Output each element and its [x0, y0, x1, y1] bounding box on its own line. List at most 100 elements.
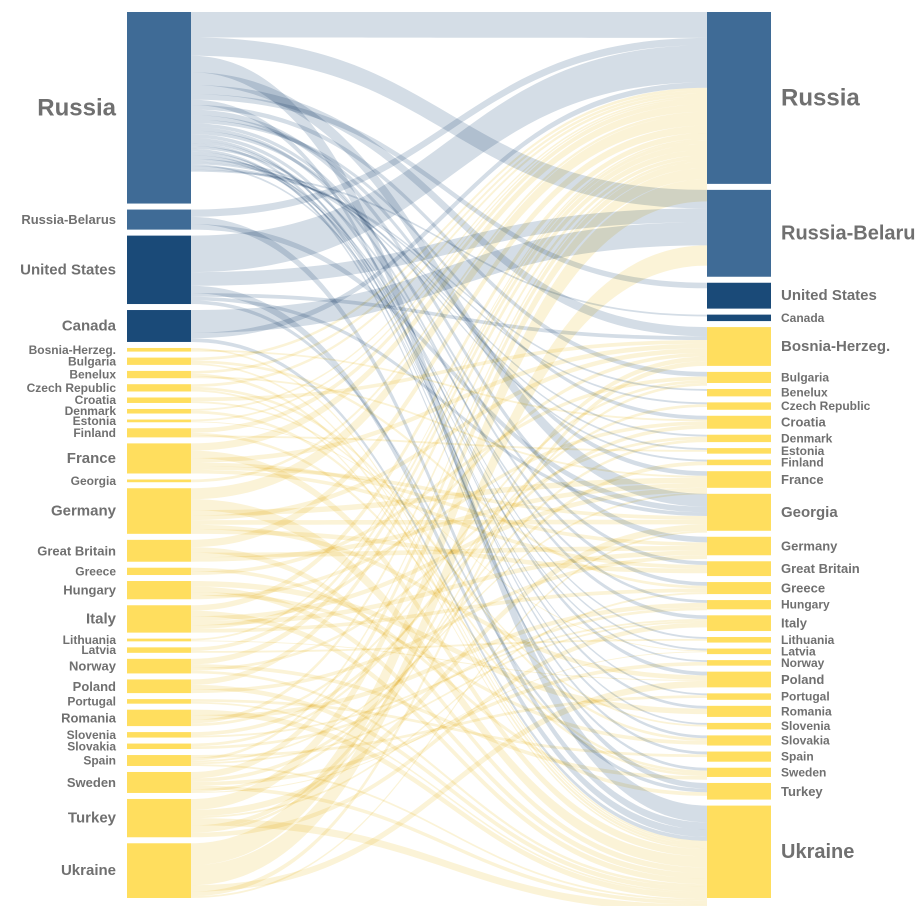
target-label-slovenia: Slovenia: [781, 719, 831, 733]
flow-poland-to-russia: [191, 149, 707, 685]
flow-finland-to-russia: [191, 99, 707, 433]
target-node-united-states[interactable]: [707, 282, 771, 309]
source-node-russia-belarus[interactable]: [127, 209, 191, 230]
source-node-lithuania[interactable]: [127, 638, 191, 642]
target-label-poland: Poland: [781, 672, 824, 687]
source-node-greece[interactable]: [127, 567, 191, 576]
target-label-germany: Germany: [781, 539, 838, 554]
target-node-great-britain[interactable]: [707, 561, 771, 577]
target-node-finland[interactable]: [707, 459, 771, 466]
target-node-georgia[interactable]: [707, 493, 771, 531]
target-node-lithuania[interactable]: [707, 637, 771, 643]
target-node-bulgaria[interactable]: [707, 371, 771, 383]
flow-russia-to-portugal: [191, 151, 707, 696]
target-node-germany[interactable]: [707, 536, 771, 556]
target-node-czech-republic[interactable]: [707, 402, 771, 410]
source-node-bosnia-herzeg[interactable]: [127, 347, 191, 352]
target-node-canada[interactable]: [707, 314, 771, 322]
source-node-spain[interactable]: [127, 755, 191, 766]
target-node-greece[interactable]: [707, 582, 771, 595]
source-node-italy[interactable]: [127, 605, 191, 633]
flow-benelux-to-russia: [191, 90, 707, 374]
target-node-russia-belarus[interactable]: [707, 189, 771, 277]
source-node-latvia[interactable]: [127, 647, 191, 653]
flow-romania-to-hungary: [191, 602, 707, 720]
source-label-slovakia: Slovakia: [67, 739, 116, 753]
target-node-slovakia[interactable]: [707, 735, 771, 746]
target-label-sweden: Sweden: [781, 765, 826, 779]
flow-bulgaria-to-russia: [191, 87, 707, 361]
source-node-poland[interactable]: [127, 679, 191, 694]
target-node-turkey[interactable]: [707, 782, 771, 800]
source-node-portugal[interactable]: [127, 699, 191, 704]
target-label-benelux: Benelux: [781, 386, 828, 400]
flow-spain-to-portugal: [191, 695, 707, 758]
target-node-spain[interactable]: [707, 751, 771, 762]
target-node-denmark[interactable]: [707, 434, 771, 443]
source-node-slovenia[interactable]: [127, 732, 191, 738]
source-node-croatia[interactable]: [127, 397, 191, 403]
source-node-estonia[interactable]: [127, 419, 191, 423]
flow-russia-belarus-to-georgia: [191, 224, 707, 513]
target-label-czech-republic: Czech Republic: [781, 399, 871, 413]
source-label-greece: Greece: [75, 564, 116, 578]
source-node-denmark[interactable]: [127, 408, 191, 414]
source-node-united-states[interactable]: [127, 235, 191, 305]
source-node-ukraine[interactable]: [127, 843, 191, 898]
target-node-russia[interactable]: [707, 12, 771, 184]
target-node-croatia[interactable]: [707, 415, 771, 429]
target-node-italy[interactable]: [707, 615, 771, 632]
flow-united-states-to-bosnia: [191, 293, 707, 341]
target-node-romania[interactable]: [707, 705, 771, 717]
source-label-italy: Italy: [86, 610, 117, 627]
target-node-portugal[interactable]: [707, 693, 771, 700]
target-node-latvia[interactable]: [707, 648, 771, 655]
flow-spain-to-ukraine: [191, 764, 707, 901]
source-node-sweden[interactable]: [127, 771, 191, 793]
source-label-denmark: Denmark: [65, 404, 117, 418]
target-node-ukraine[interactable]: [707, 805, 771, 898]
source-node-romania[interactable]: [127, 709, 191, 727]
target-node-france[interactable]: [707, 471, 771, 488]
source-node-benelux[interactable]: [127, 370, 191, 379]
flow-estonia-to-latvia: [191, 421, 707, 652]
target-node-bosnia-herzeg[interactable]: [707, 327, 771, 366]
target-label-slovakia: Slovakia: [781, 733, 830, 747]
source-node-hungary[interactable]: [127, 581, 191, 600]
target-node-norway[interactable]: [707, 660, 771, 666]
target-label-romania: Romania: [781, 704, 832, 718]
source-node-canada[interactable]: [127, 310, 191, 342]
source-node-norway[interactable]: [127, 658, 191, 674]
target-node-hungary[interactable]: [707, 600, 771, 610]
flow-ukraine-to-bosnia: [191, 361, 707, 897]
source-node-georgia[interactable]: [127, 479, 191, 483]
target-node-sweden[interactable]: [707, 767, 771, 777]
source-label-canada: Canada: [62, 317, 117, 334]
source-node-slovakia[interactable]: [127, 743, 191, 750]
target-label-finland: Finland: [781, 455, 824, 469]
source-node-bulgaria[interactable]: [127, 357, 191, 365]
target-node-slovenia[interactable]: [707, 722, 771, 730]
source-node-turkey[interactable]: [127, 798, 191, 838]
target-node-benelux[interactable]: [707, 388, 771, 397]
source-label-slovenia: Slovenia: [67, 728, 117, 742]
source-label-bulgaria: Bulgaria: [68, 354, 116, 368]
flow-russia-to-denmark: [191, 162, 707, 437]
flow-turkey-to-russia: [191, 168, 707, 810]
flow-italy-to-russia: [191, 133, 707, 611]
source-node-germany[interactable]: [127, 488, 191, 534]
target-label-estonia: Estonia: [781, 444, 825, 458]
target-node-poland[interactable]: [707, 671, 771, 688]
source-node-great-britain[interactable]: [127, 539, 191, 562]
target-label-russia: Russia: [781, 84, 860, 111]
node-bars: [127, 12, 771, 898]
source-node-finland[interactable]: [127, 428, 191, 438]
source-label-benelux: Benelux: [69, 368, 116, 382]
flow-czech-to-russia: [191, 93, 707, 387]
source-node-czech-republic[interactable]: [127, 384, 191, 392]
source-node-france[interactable]: [127, 443, 191, 474]
flow-benelux-to-france: [191, 376, 707, 478]
source-node-russia[interactable]: [127, 12, 191, 204]
target-node-estonia[interactable]: [707, 448, 771, 454]
